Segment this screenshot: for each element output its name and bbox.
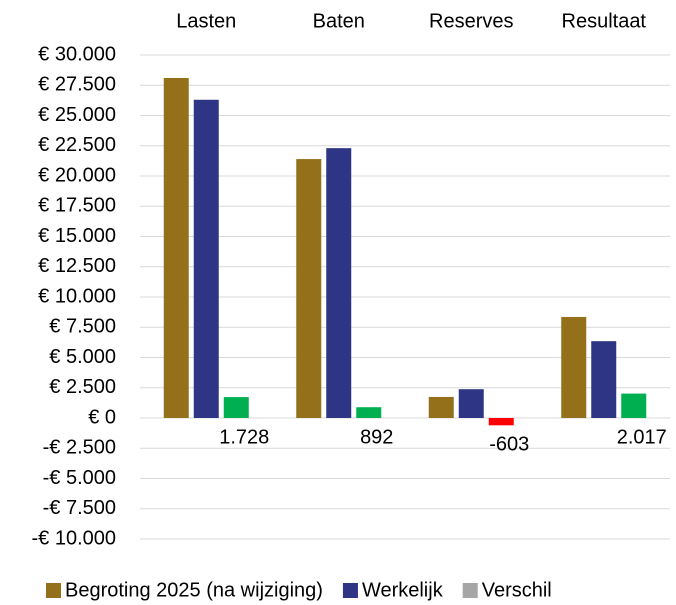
bar [458,389,484,418]
data-label: -603 [489,434,529,456]
y-tick-label: € 22.500 [38,134,116,156]
legend-swatch [462,583,478,598]
y-tick-label: € 5.000 [49,346,116,368]
y-tick-label: € 17.500 [38,195,116,217]
data-label: 2.017 [617,426,667,448]
y-tick-label: € 7.500 [49,316,116,338]
bar [163,77,189,419]
y-tick-label: € 15.000 [38,225,116,247]
y-tick-label: -€ 10.000 [31,527,116,549]
legend-label: Verschil [482,579,552,601]
category-label: Reserves [429,10,513,32]
y-tick-label: € 2.500 [49,376,116,398]
bar [561,316,587,418]
bar [621,393,647,418]
legend-label: Werkelijk [362,579,444,601]
legend-label: Begroting 2025 (na wijziging) [65,579,323,601]
y-tick-label: € 30.000 [38,43,116,65]
bar [326,148,352,419]
data-label: 1.728 [219,426,269,448]
y-tick-label: -€ 5.000 [43,467,116,489]
y-tick-label: € 27.500 [38,74,116,96]
y-tick-label: € 20.000 [38,164,116,186]
category-label: Resultaat [562,10,647,32]
y-tick-label: -€ 7.500 [43,497,116,519]
legend-swatch [342,583,358,598]
bar [591,341,617,418]
data-label: 892 [360,426,393,448]
bar [488,418,514,426]
bar [193,99,219,419]
legend-swatch [46,583,61,598]
y-tick-label: € 12.500 [38,255,116,277]
y-tick-label: € 10.000 [38,285,116,307]
bar [296,159,322,418]
y-tick-label: -€ 2.500 [43,437,116,459]
category-label: Lasten [176,10,236,32]
bar [223,397,249,418]
y-tick-label: € 0 [88,406,116,428]
category-label: Baten [313,10,365,32]
bar [428,396,454,418]
bar [356,407,382,418]
y-tick-label: € 25.000 [38,104,116,126]
